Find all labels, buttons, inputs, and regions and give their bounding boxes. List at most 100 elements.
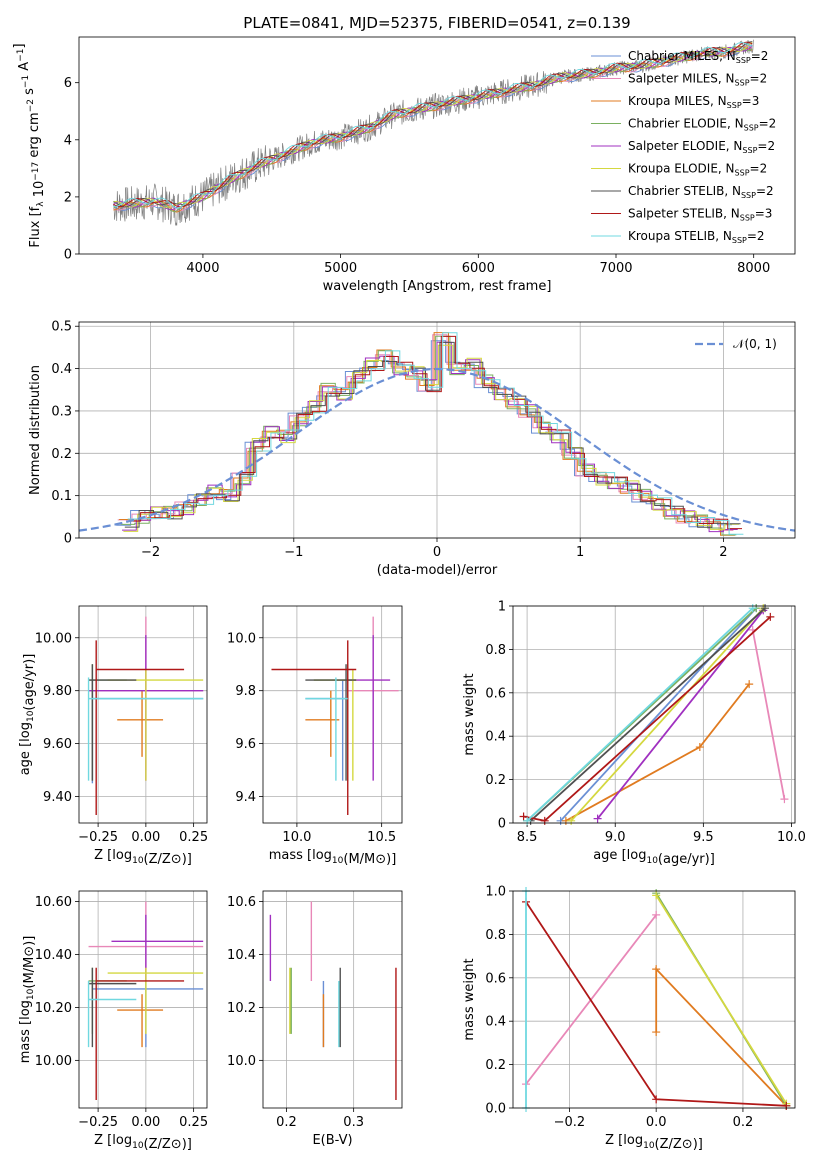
z_weight-xlabel: Z [log10(Z/Z⊙)] xyxy=(605,1133,703,1152)
spectrum-model-line-chabrier_stelib xyxy=(113,41,753,208)
age_weight-ytick-label: 0.4 xyxy=(485,730,506,745)
z_weight-marker-kroupa_elodie xyxy=(652,891,661,900)
z_mass-xtick-label: 0.25 xyxy=(179,1115,208,1130)
age_weight-marker-salpeter_elodie xyxy=(593,814,602,823)
z_age-point-kroupa_elodie xyxy=(107,669,204,781)
spectrum-xtick-label: 7000 xyxy=(599,261,632,276)
age_weight-marker-kroupa_miles xyxy=(695,743,704,752)
z_weight-frame xyxy=(512,890,796,1109)
legend-label-kroupa_stelib: Kroupa STELIB, NSSP=2 xyxy=(628,229,765,245)
z_weight-line-kroupa_miles xyxy=(655,966,787,1107)
residuals-ytick-label: 0.2 xyxy=(51,447,72,462)
z_weight-ytick-label: 1.0 xyxy=(485,885,506,900)
ebv_mass-ytick-label: 10.2 xyxy=(227,1001,256,1016)
age_weight-ylabel: mass weight xyxy=(462,673,477,755)
spectrum-xlabel: wavelength [Angstrom, rest frame] xyxy=(323,279,552,294)
z_weight-ytick-label: 0.6 xyxy=(485,971,506,986)
mass_age-ytick-label: 10.0 xyxy=(227,631,256,646)
ebv_mass-ytick-label: 10.4 xyxy=(227,948,256,963)
residuals-axes: −2 −1 0 1 2 0 0.1 0.2 0.3 0.4 0.5 xyxy=(51,320,795,560)
ebv_mass-ytick-label: 10.0 xyxy=(227,1054,256,1069)
z_weight-series-kroupa_miles xyxy=(652,965,791,1110)
age_weight-line-kroupa_elodie xyxy=(570,607,764,822)
age_weight-line-salpeter_elodie xyxy=(596,609,765,820)
residual-hist-salpeter_miles xyxy=(117,334,734,531)
residuals-xlabel: (data-model)/error xyxy=(377,563,498,578)
spectrum-ylabel: Flux [fλ 10−17 erg cm−2 s−1 A−1] xyxy=(12,43,47,247)
z_weight-series-kroupa_stelib xyxy=(522,887,531,1112)
spectrum-axes: 4000 5000 6000 7000 8000 0 2 4 6 xyxy=(64,76,771,276)
age_weight-series-salpeter_miles xyxy=(748,625,789,804)
residual-hist-kroupa_stelib xyxy=(127,332,744,535)
age_weight-line-kroupa_stelib xyxy=(526,607,754,822)
age_weight-marker-kroupa_elodie xyxy=(567,816,576,825)
residuals-ylabel: Normed distribution xyxy=(28,365,43,495)
spectrum-frame xyxy=(78,36,796,255)
z_mass-xlabel: Z [log10(Z/Z⊙)] xyxy=(94,1133,192,1152)
ebv_mass-xtick-label: 0.3 xyxy=(343,1115,364,1130)
age_weight-xtick-label: 8.5 xyxy=(517,830,538,845)
z_weight-series-salpeter_stelib xyxy=(522,897,791,1110)
z_weight-marker-salpeter_miles xyxy=(652,910,661,919)
residual-hist-kroupa_elodie xyxy=(123,344,740,532)
spectrum-legend: Chabrier MILES, NSSP=2 Salpeter MILES, NS… xyxy=(591,49,776,245)
z_weight-ytick-label: 0.4 xyxy=(485,1015,506,1030)
age_weight-series-kroupa_elodie xyxy=(567,604,768,825)
legend-label-kroupa_elodie: Kroupa ELODIE, NSSP=2 xyxy=(628,162,767,178)
age_weight-marker-salpeter_stelib xyxy=(519,812,528,821)
mass_age-xtick-label: 10.5 xyxy=(367,830,396,845)
spectrum-ytick-label: 6 xyxy=(64,76,72,91)
z_mass-ytick-label: 10.60 xyxy=(35,895,72,910)
z_weight-line-kroupa_elodie xyxy=(655,894,788,1105)
residuals-xtick-label: 0 xyxy=(433,545,441,560)
z_age-point-kroupa_stelib xyxy=(87,677,204,781)
ebv_mass-ytick-label: 10.6 xyxy=(227,895,256,910)
z_age-xtick-label: −0.25 xyxy=(78,830,118,845)
age_weight-line-chabrier_stelib xyxy=(529,607,766,822)
spectrum-xtick-label: 5000 xyxy=(324,261,357,276)
mass_age-point-kroupa_elodie xyxy=(313,669,357,781)
age_weight-marker-kroupa_miles xyxy=(745,680,754,689)
residual-hist-salpeter_elodie xyxy=(122,341,738,533)
residuals-ytick-label: 0.1 xyxy=(51,489,72,504)
mass_age-xtick-label: 10.0 xyxy=(282,830,311,845)
z_age-ytick-label: 9.80 xyxy=(43,684,72,699)
z_age-frame xyxy=(78,605,208,824)
z_age-ytick-label: 9.60 xyxy=(43,737,72,752)
z_age-ytick-label: 9.40 xyxy=(43,790,72,805)
mass_age-ytick-label: 9.6 xyxy=(235,737,256,752)
mass_age-xlabel: mass [log10(M/M⊙)] xyxy=(269,848,397,867)
z_mass-point-kroupa_miles xyxy=(117,994,164,1048)
z_mass-frame xyxy=(78,890,208,1109)
z_age-ylabel: age [log10(age/yr)] xyxy=(18,654,37,776)
z_mass-point-chabrier_elodie xyxy=(88,967,127,1034)
legend-label-salpeter_stelib: Salpeter STELIB, NSSP=3 xyxy=(628,207,772,223)
mass_age-ytick-label: 9.8 xyxy=(235,684,256,699)
z_age-ytick-label: 10.00 xyxy=(35,631,72,646)
z_weight-marker-salpeter_stelib xyxy=(782,1101,791,1110)
z_mass-point-kroupa_stelib xyxy=(87,980,137,1048)
age_weight-ytick-label: 0.2 xyxy=(485,773,506,788)
z_weight-ylabel: mass weight xyxy=(462,958,477,1040)
age_weight-xtick-label: 10.0 xyxy=(777,830,806,845)
z_age-point-chabrier_miles xyxy=(91,680,204,784)
age_weight-marker-salpeter_miles xyxy=(780,795,789,804)
residual-hist-salpeter_stelib xyxy=(126,335,742,530)
residual-hist-chabrier_stelib xyxy=(124,341,741,528)
z_age-axes: −0.25 0.00 0.25 9.40 9.60 9.80 10.00 xyxy=(35,606,208,845)
spectrum-xtick-label: 4000 xyxy=(186,261,219,276)
spectrum-ytick-label: 4 xyxy=(64,133,72,148)
age_weight-line-chabrier_miles xyxy=(559,607,757,822)
ebv_mass-xlabel: E(B-V) xyxy=(312,1133,352,1148)
z_mass-xtick-label: −0.25 xyxy=(78,1115,118,1130)
age_weight-xlabel: age [log10(age/yr)] xyxy=(593,848,715,867)
age_weight-marker-chabrier_stelib xyxy=(761,604,770,613)
mass_age-point-kroupa_miles xyxy=(305,690,340,757)
ebv_mass-xtick-label: 0.2 xyxy=(276,1115,297,1130)
age_weight-series-salpeter_elodie xyxy=(593,606,768,823)
spectrum-model-line-chabrier_miles xyxy=(113,44,753,211)
age_weight-series-chabrier_stelib xyxy=(526,604,770,825)
age_weight-marker-kroupa_stelib xyxy=(748,604,757,613)
age_weight-xtick-label: 9.5 xyxy=(693,830,714,845)
